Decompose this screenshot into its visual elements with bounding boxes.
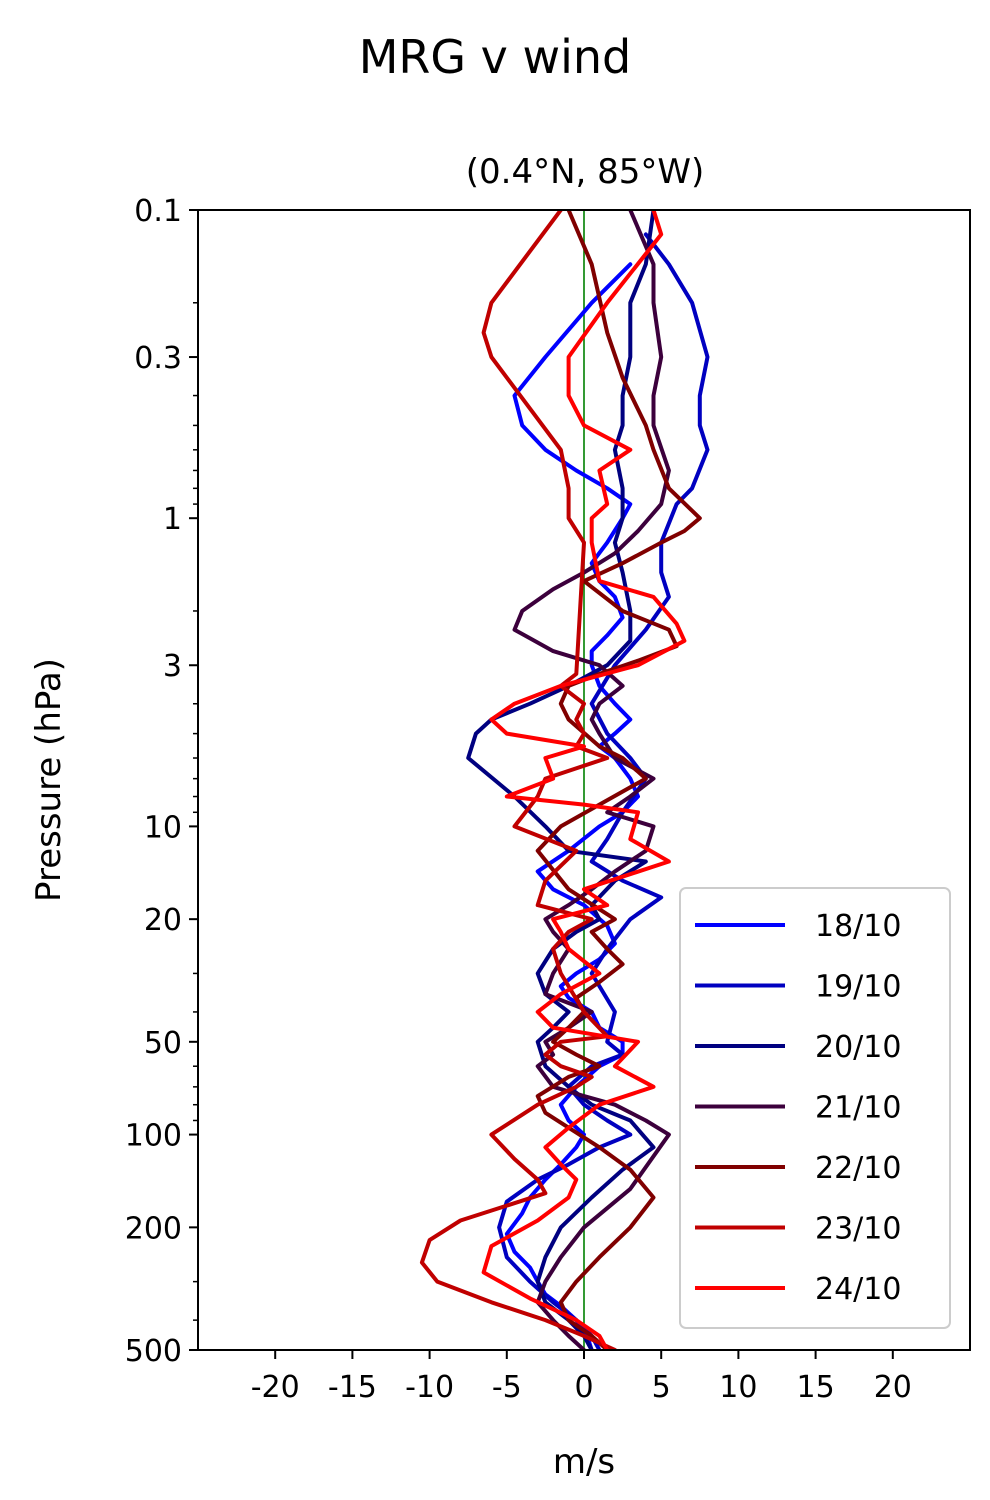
y-tick-label: 10 — [144, 810, 182, 845]
x-axis: -20 -15 -10 -5 0 5 10 15 20 — [251, 1350, 912, 1405]
series-line-22-10 — [535, 210, 702, 1350]
legend-label: 18/10 — [815, 909, 901, 944]
y-tick-label: 3 — [163, 649, 182, 684]
y-tick-label: 100 — [125, 1119, 182, 1154]
x-tick-label: -20 — [251, 1370, 300, 1405]
y-tick-label: 50 — [144, 1026, 182, 1061]
x-tick-label: -10 — [405, 1370, 454, 1405]
y-axis: 0.1 0.3 1 3 10 20 50 100 200 500 — [125, 194, 198, 1369]
legend-label: 24/10 — [815, 1272, 901, 1307]
y-tick-label: 20 — [144, 903, 182, 938]
series-line-24-10 — [481, 210, 687, 1350]
x-tick-label: 0 — [574, 1370, 593, 1405]
x-tick-label: -5 — [492, 1370, 522, 1405]
y-axis-label: Pressure (hPa) — [29, 658, 69, 902]
x-tick-label: 5 — [652, 1370, 671, 1405]
series-line-19-10 — [497, 232, 710, 1350]
legend-label: 20/10 — [815, 1030, 901, 1065]
y-tick-label: 1 — [163, 502, 182, 537]
y-tick-label: 500 — [125, 1334, 182, 1369]
series-line-23-10 — [419, 210, 617, 1350]
legend-label: 21/10 — [815, 1091, 901, 1126]
x-tick-label: -15 — [328, 1370, 377, 1405]
y-tick-label: 200 — [125, 1211, 182, 1246]
series-line-21-10 — [512, 210, 671, 1350]
legend: 18/10 19/10 20/10 21/10 22/10 23/10 24/10 — [679, 887, 951, 1329]
legend-label: 22/10 — [815, 1151, 901, 1186]
x-axis-label: m/s — [553, 1442, 615, 1482]
x-tick-label: 10 — [719, 1370, 757, 1405]
series-layer — [419, 210, 710, 1350]
chart-subtitle: (0.4°N, 85°W) — [466, 152, 705, 192]
y-tick-label: 0.1 — [134, 194, 182, 229]
legend-label: 19/10 — [815, 970, 901, 1005]
legend-box — [679, 887, 951, 1329]
chart-title: MRG v wind — [359, 30, 632, 84]
x-tick-label: 20 — [874, 1370, 912, 1405]
x-tick-label: 15 — [797, 1370, 835, 1405]
legend-label: 23/10 — [815, 1212, 901, 1247]
y-tick-label: 0.3 — [134, 341, 182, 376]
